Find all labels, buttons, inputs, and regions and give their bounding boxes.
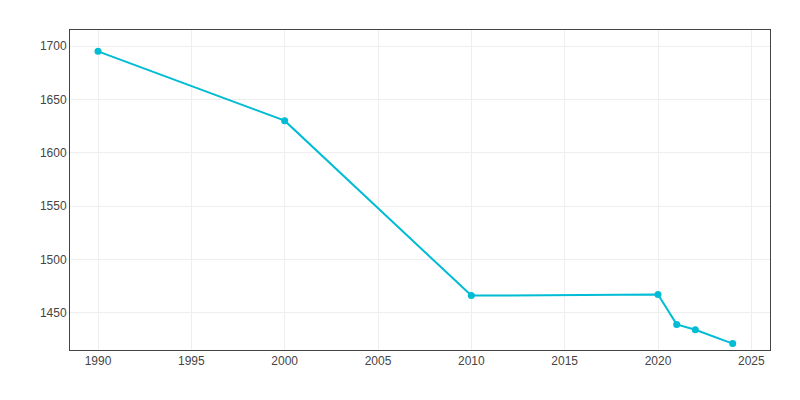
svg-text:2025: 2025	[738, 354, 765, 368]
svg-text:1600: 1600	[40, 146, 67, 160]
svg-text:2015: 2015	[551, 354, 578, 368]
svg-text:1700: 1700	[40, 39, 67, 53]
svg-text:1990: 1990	[85, 354, 112, 368]
svg-text:2010: 2010	[458, 354, 485, 368]
svg-text:2005: 2005	[365, 354, 392, 368]
svg-text:2020: 2020	[645, 354, 672, 368]
svg-text:2000: 2000	[271, 354, 298, 368]
svg-text:1500: 1500	[40, 253, 67, 267]
svg-text:1550: 1550	[40, 199, 67, 213]
svg-text:1650: 1650	[40, 93, 67, 107]
svg-text:1450: 1450	[40, 306, 67, 320]
svg-text:1995: 1995	[178, 354, 205, 368]
